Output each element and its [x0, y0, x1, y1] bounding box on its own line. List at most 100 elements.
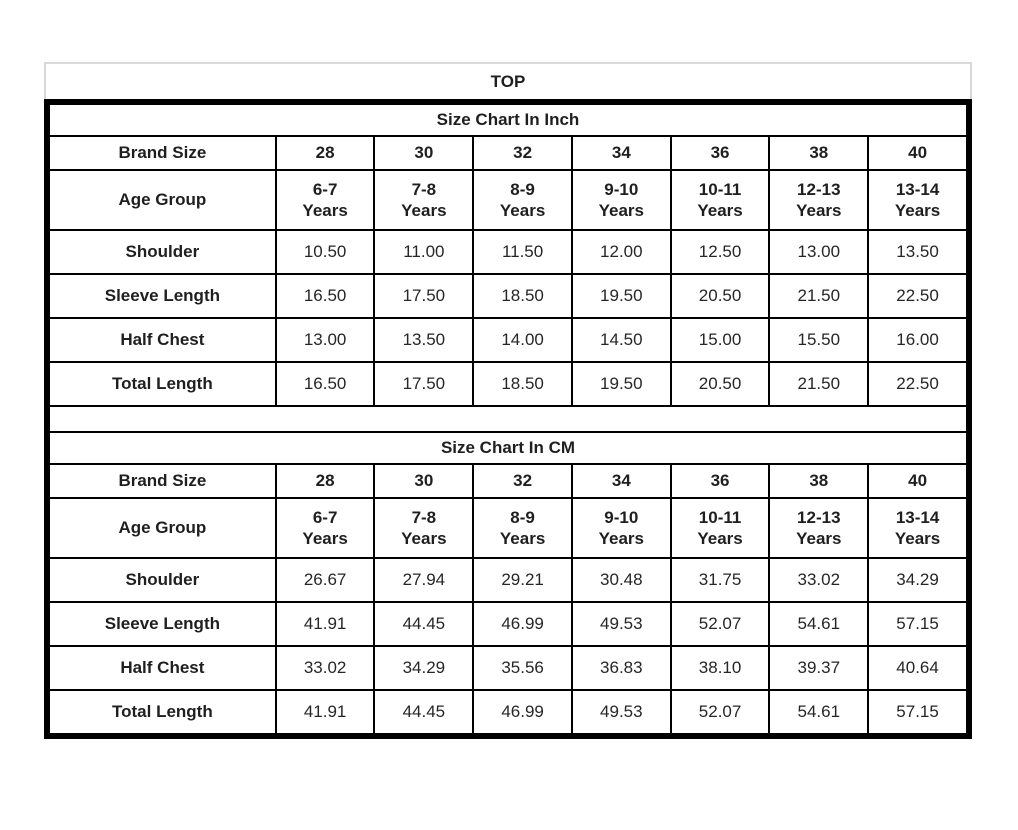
measurement-cell: 41.91: [274, 689, 376, 735]
age-group-cell: 6-7 Years: [274, 497, 376, 559]
age-group-cell: 12-13 Years: [768, 169, 870, 231]
brand-size-cell: 28: [274, 463, 376, 499]
age-group-cell: 10-11 Years: [669, 169, 771, 231]
measurement-row: Half Chest 33.02 34.29 35.56 36.83 38.10 39.37…: [48, 645, 968, 691]
size-chart: TOP Size Chart In Inch Brand Size 28 30 32 34…: [44, 62, 972, 739]
measurement-cell: 33.02: [274, 645, 376, 691]
measurement-cell: 34.29: [867, 557, 968, 603]
age-group-cell: 9-10 Years: [570, 497, 672, 559]
measurement-cell: 44.45: [373, 601, 475, 647]
measurement-cell: 31.75: [669, 557, 771, 603]
measurement-cell: 46.99: [472, 689, 573, 735]
age-group-cell: 6-7 Years: [274, 169, 376, 231]
age-group-cell: 13-14 Years: [867, 497, 968, 559]
brand-size-cell: 36: [669, 463, 771, 499]
measurement-cell: 34.29: [373, 645, 475, 691]
measurement-cell: 22.50: [867, 361, 968, 407]
row-label: Age Group: [48, 497, 277, 559]
section-heading-row: Size Chart In Inch: [48, 103, 968, 137]
measurement-cell: 11.50: [472, 229, 573, 275]
brand-size-cell: 40: [867, 463, 968, 499]
measurement-cell: 21.50: [768, 361, 870, 407]
row-label: Shoulder: [48, 557, 277, 603]
measurement-cell: 21.50: [768, 273, 870, 319]
measurement-row: Shoulder 10.50 11.00 11.50 12.00 12.50 13.00 13…: [48, 229, 968, 275]
measurement-cell: 18.50: [472, 273, 573, 319]
brand-size-cell: 38: [768, 135, 870, 171]
measurement-cell: 30.48: [570, 557, 672, 603]
measurement-cell: 10.50: [274, 229, 376, 275]
row-label: Brand Size: [48, 463, 277, 499]
brand-size-cell: 28: [274, 135, 376, 171]
section-heading: Size Chart In Inch: [48, 103, 968, 137]
age-group-cell: 10-11 Years: [669, 497, 771, 559]
measurement-cell: 14.00: [472, 317, 573, 363]
brand-size-cell: 36: [669, 135, 771, 171]
age-group-row: Age Group 6-7 Years 7-8 Years 8-9 Years 9-10 Yea…: [48, 497, 968, 559]
measurement-cell: 54.61: [768, 689, 870, 735]
measurement-cell: 11.00: [373, 229, 475, 275]
age-group-cell: 13-14 Years: [867, 169, 968, 231]
measurement-row: Sleeve Length 16.50 17.50 18.50 19.50 20.50 21…: [48, 273, 968, 319]
measurement-cell: 13.50: [373, 317, 475, 363]
section-heading-row: Size Chart In CM: [48, 431, 968, 465]
brand-size-cell: 38: [768, 463, 870, 499]
row-label: Age Group: [48, 169, 277, 231]
chart-title: TOP: [490, 71, 526, 91]
measurement-cell: 20.50: [669, 361, 771, 407]
age-group-cell: 8-9 Years: [472, 169, 573, 231]
measurement-cell: 12.00: [570, 229, 672, 275]
measurement-cell: 19.50: [570, 361, 672, 407]
measurement-cell: 26.67: [274, 557, 376, 603]
measurement-row: Half Chest 13.00 13.50 14.00 14.50 15.00 15.50…: [48, 317, 968, 363]
measurement-cell: 49.53: [570, 689, 672, 735]
brand-size-cell: 30: [373, 135, 475, 171]
measurement-cell: 13.00: [768, 229, 870, 275]
age-group-row: Age Group 6-7 Years 7-8 Years 8-9 Years 9-10 Yea…: [48, 169, 968, 231]
measurement-cell: 16.00: [867, 317, 968, 363]
spacer-row: [48, 405, 968, 433]
measurement-cell: 49.53: [570, 601, 672, 647]
measurement-cell: 12.50: [669, 229, 771, 275]
row-label: Total Length: [48, 689, 277, 735]
measurement-cell: 36.83: [570, 645, 672, 691]
measurement-cell: 44.45: [373, 689, 475, 735]
measurement-cell: 17.50: [373, 273, 475, 319]
measurement-cell: 57.15: [867, 601, 968, 647]
measurement-cell: 52.07: [669, 601, 771, 647]
measurement-cell: 41.91: [274, 601, 376, 647]
age-group-cell: 9-10 Years: [570, 169, 672, 231]
age-group-cell: 7-8 Years: [373, 497, 475, 559]
row-label: Sleeve Length: [48, 601, 277, 647]
brand-size-cell: 34: [570, 463, 672, 499]
measurement-cell: 35.56: [472, 645, 573, 691]
measurement-cell: 40.64: [867, 645, 968, 691]
age-group-cell: 12-13 Years: [768, 497, 870, 559]
section-heading: Size Chart In CM: [48, 431, 968, 465]
measurement-cell: 16.50: [274, 273, 376, 319]
brand-size-cell: 40: [867, 135, 968, 171]
brand-size-cell: 30: [373, 463, 475, 499]
measurement-cell: 14.50: [570, 317, 672, 363]
brand-size-row: Brand Size 28 30 32 34 36 38 40: [48, 463, 968, 499]
row-label: Shoulder: [48, 229, 277, 275]
row-label: Half Chest: [48, 645, 277, 691]
spacer-cell: [48, 405, 968, 433]
chart-title-bar: TOP: [44, 62, 972, 99]
measurement-cell: 19.50: [570, 273, 672, 319]
measurement-cell: 33.02: [768, 557, 870, 603]
measurement-row: Total Length 16.50 17.50 18.50 19.50 20.50 21.…: [48, 361, 968, 407]
measurement-cell: 20.50: [669, 273, 771, 319]
measurement-row: Sleeve Length 41.91 44.45 46.99 49.53 52.07 54…: [48, 601, 968, 647]
measurement-cell: 16.50: [274, 361, 376, 407]
measurement-cell: 13.00: [274, 317, 376, 363]
row-label: Half Chest: [48, 317, 277, 363]
measurement-cell: 29.21: [472, 557, 573, 603]
measurement-cell: 15.50: [768, 317, 870, 363]
measurement-cell: 22.50: [867, 273, 968, 319]
size-chart-body: Size Chart In Inch Brand Size 28 30 32 34 36 38…: [44, 99, 972, 739]
brand-size-row: Brand Size 28 30 32 34 36 38 40: [48, 135, 968, 171]
measurement-cell: 39.37: [768, 645, 870, 691]
measurement-cell: 17.50: [373, 361, 475, 407]
